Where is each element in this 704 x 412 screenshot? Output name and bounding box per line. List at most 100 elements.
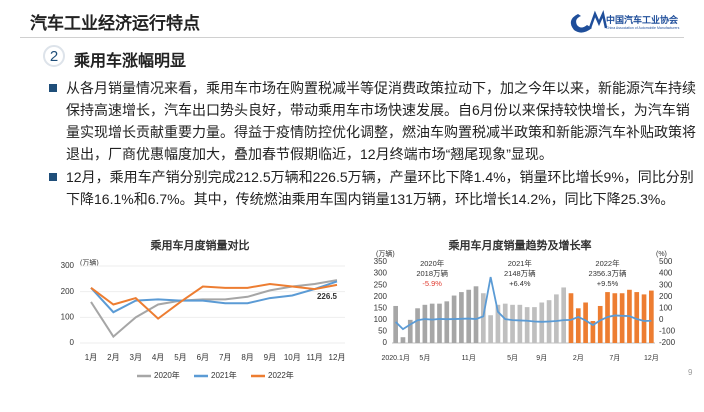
annotation: 2020年 bbox=[420, 258, 445, 268]
logo-text: 中国汽车工业协会 bbox=[606, 15, 679, 25]
y-axis-label: (万辆) bbox=[376, 249, 395, 258]
x-tick-label: 9月 bbox=[536, 354, 547, 362]
y-tick-label: 300 bbox=[61, 261, 75, 270]
x-tick-label: 9月 bbox=[264, 353, 276, 362]
y2-tick-label: 400 bbox=[659, 269, 673, 278]
line bbox=[90, 279, 338, 339]
logo-subtext: China Association of Automobile Manufact… bbox=[606, 26, 680, 30]
chart-title: 乘用车月度销量对比 bbox=[150, 238, 250, 252]
bar bbox=[539, 302, 545, 343]
y-axis-label: (万辆) bbox=[80, 258, 99, 267]
y-tick-label: 50 bbox=[378, 327, 387, 336]
bar bbox=[473, 286, 479, 343]
y-tick-label: 100 bbox=[61, 312, 75, 321]
x-tick-label: 2020.1月 bbox=[381, 354, 409, 362]
line bbox=[90, 280, 338, 314]
x-tick-label: 6月 bbox=[197, 353, 209, 362]
x-tick-label: 5月 bbox=[419, 354, 430, 362]
slide-title: 汽车工业经济运行特点 bbox=[30, 14, 200, 33]
bar bbox=[407, 319, 413, 343]
bar bbox=[488, 315, 493, 343]
bar bbox=[590, 321, 596, 343]
x-tick-label: 11月 bbox=[462, 354, 476, 362]
bar bbox=[393, 305, 398, 343]
section-title: 乘用车涨幅明显 bbox=[74, 53, 187, 70]
x-tick-label: 5月 bbox=[507, 354, 518, 362]
bar bbox=[575, 308, 581, 343]
bar bbox=[459, 292, 464, 343]
data-label: 226.5 bbox=[317, 292, 338, 301]
bar bbox=[495, 304, 501, 343]
bar bbox=[634, 292, 640, 343]
bar bbox=[429, 303, 435, 343]
annotation: 2022年 bbox=[595, 258, 620, 268]
x-tick-label: 1月 bbox=[85, 353, 97, 362]
annotation: 2148万辆 bbox=[504, 268, 536, 278]
y-tick-label: 200 bbox=[374, 292, 388, 301]
x-tick-label: 10月 bbox=[284, 353, 301, 362]
annotation: +9.5% bbox=[597, 279, 619, 288]
bar bbox=[400, 337, 406, 343]
bar bbox=[510, 304, 515, 343]
x-tick-label: 12月 bbox=[644, 354, 659, 362]
y-tick-label: 300 bbox=[374, 269, 388, 278]
bar bbox=[444, 301, 450, 343]
legend-label: 2021年 bbox=[211, 370, 237, 380]
y2-tick-label: 200 bbox=[659, 292, 673, 301]
logo-icon bbox=[570, 14, 592, 33]
bar bbox=[641, 294, 647, 343]
line bbox=[395, 276, 652, 331]
bar bbox=[583, 302, 588, 343]
y-tick-label: 250 bbox=[374, 280, 388, 289]
bar bbox=[437, 303, 442, 343]
x-tick-label: 5月 bbox=[174, 353, 186, 362]
header-rule bbox=[20, 37, 684, 38]
y2-tick-label: 500 bbox=[659, 257, 673, 266]
bar bbox=[561, 287, 567, 343]
bullet-text: 从各月销量情况来看，乘用车市场在购置税减半等促消费政策拉动下，加之今年以来，新能… bbox=[49, 77, 696, 165]
x-tick-label: 4月 bbox=[152, 353, 164, 362]
y2-tick-label: -100 bbox=[659, 327, 676, 336]
x-tick-label: 7月 bbox=[219, 353, 231, 362]
annotation: -5.9% bbox=[422, 279, 442, 288]
y-tick-label: 0 bbox=[383, 338, 388, 347]
page-number: 9 bbox=[688, 368, 693, 377]
bar bbox=[524, 307, 530, 343]
y2-tick-label: 100 bbox=[659, 303, 673, 312]
legend-label: 2022年 bbox=[268, 370, 294, 380]
y2-tick-label: 300 bbox=[659, 280, 673, 289]
annotation: 2018万辆 bbox=[416, 268, 448, 278]
bar bbox=[415, 308, 420, 343]
bar bbox=[597, 305, 603, 343]
bar bbox=[502, 303, 508, 343]
y-tick-label: 0 bbox=[70, 338, 75, 347]
bullet-text: 12月，乘用车产销分别完成212.5万辆和226.5万辆，产量环比下降1.4%，… bbox=[49, 166, 696, 210]
bar bbox=[422, 304, 428, 343]
bar bbox=[554, 294, 559, 343]
annotation: +6.4% bbox=[509, 279, 531, 288]
bar bbox=[619, 293, 625, 343]
y2-tick-label: -200 bbox=[659, 338, 676, 347]
chart-title: 乘用车月度销量趋势及增长率 bbox=[448, 238, 592, 252]
bar bbox=[649, 290, 654, 343]
logo-icon bbox=[588, 9, 608, 29]
line bbox=[90, 282, 338, 320]
y-tick-label: 150 bbox=[374, 303, 388, 312]
bar bbox=[480, 293, 486, 343]
y2-tick-label: 0 bbox=[659, 315, 664, 324]
section-number: 2 bbox=[43, 45, 65, 67]
bar bbox=[612, 293, 618, 343]
bar bbox=[532, 307, 537, 343]
x-tick-label: 12月 bbox=[329, 353, 346, 362]
y-tick-label: 100 bbox=[374, 315, 388, 324]
bar bbox=[517, 304, 523, 343]
y2-axis-label: (%) bbox=[656, 251, 667, 258]
x-tick-label: 2月 bbox=[107, 353, 119, 362]
x-tick-label: 7月 bbox=[609, 354, 620, 362]
x-tick-label: 8月 bbox=[241, 353, 253, 362]
x-tick-label: 3月 bbox=[130, 353, 142, 362]
annotation: 2356.3万辆 bbox=[589, 268, 627, 278]
bar bbox=[568, 293, 574, 343]
